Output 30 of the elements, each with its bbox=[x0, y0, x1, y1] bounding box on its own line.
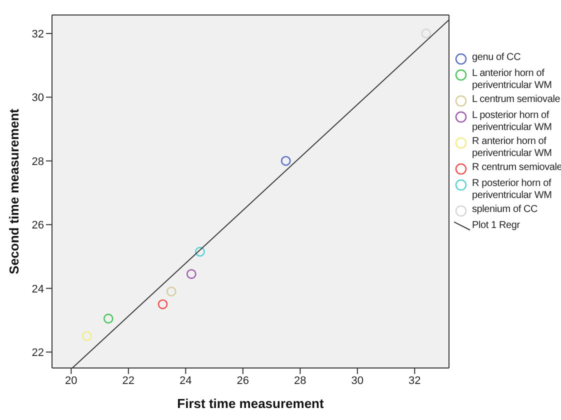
point bbox=[421, 28, 432, 38]
legend-label: Plot 1 Regr bbox=[472, 220, 520, 232]
legend-label: L anterior horn of periventricular WM bbox=[472, 68, 553, 92]
x-tick-label: 26 bbox=[236, 374, 250, 387]
y-tick-label: 30 bbox=[32, 92, 44, 104]
legend-label: L posterior horn of periventricular WM bbox=[472, 110, 553, 134]
x-tick-label: 24 bbox=[180, 374, 192, 387]
point bbox=[186, 269, 196, 279]
y-tick-label: 28 bbox=[32, 156, 44, 168]
x-tick-label: 22 bbox=[122, 374, 135, 387]
y-tick-label: 24 bbox=[32, 283, 44, 296]
point bbox=[280, 156, 291, 166]
x-tick-label: 28 bbox=[294, 374, 306, 387]
x-tick-label: 30 bbox=[351, 374, 364, 387]
point bbox=[166, 286, 176, 296]
y-tick-label: 22 bbox=[32, 346, 44, 359]
point bbox=[195, 246, 205, 257]
legend-label: R anterior horn of periventricular WM bbox=[472, 136, 553, 160]
x-axis-title: First time measurement bbox=[177, 396, 324, 411]
legend-label: splenium of CC bbox=[472, 204, 538, 216]
point bbox=[158, 299, 168, 310]
x-tick-label: 20 bbox=[65, 374, 78, 387]
y-tick-label: 26 bbox=[32, 220, 44, 232]
y-axis-title: Second time measurement bbox=[6, 108, 22, 274]
x-tick-label: 32 bbox=[408, 374, 421, 387]
legend-label: genu of CC bbox=[472, 52, 521, 64]
y-tick-label: 32 bbox=[32, 28, 44, 40]
point bbox=[82, 331, 92, 342]
legend-label: L centrum semiovale bbox=[472, 94, 560, 106]
point bbox=[103, 314, 114, 324]
